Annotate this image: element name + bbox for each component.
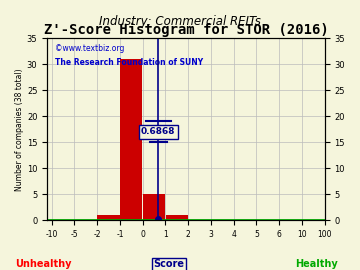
Text: Unhealthy: Unhealthy xyxy=(15,259,71,269)
Text: Healthy: Healthy xyxy=(296,259,338,269)
Bar xyxy=(143,194,165,220)
Bar xyxy=(166,215,188,220)
Y-axis label: Number of companies (38 total): Number of companies (38 total) xyxy=(15,68,24,191)
Bar xyxy=(120,59,143,220)
Bar xyxy=(98,215,120,220)
Text: 0.6868: 0.6868 xyxy=(141,127,176,136)
Text: Score: Score xyxy=(154,259,185,269)
Text: Industry: Commercial REITs: Industry: Commercial REITs xyxy=(99,15,261,28)
Text: ©www.textbiz.org: ©www.textbiz.org xyxy=(55,44,125,53)
Title: Z'-Score Histogram for STOR (2016): Z'-Score Histogram for STOR (2016) xyxy=(44,23,328,37)
Text: The Research Foundation of SUNY: The Research Foundation of SUNY xyxy=(55,58,203,68)
